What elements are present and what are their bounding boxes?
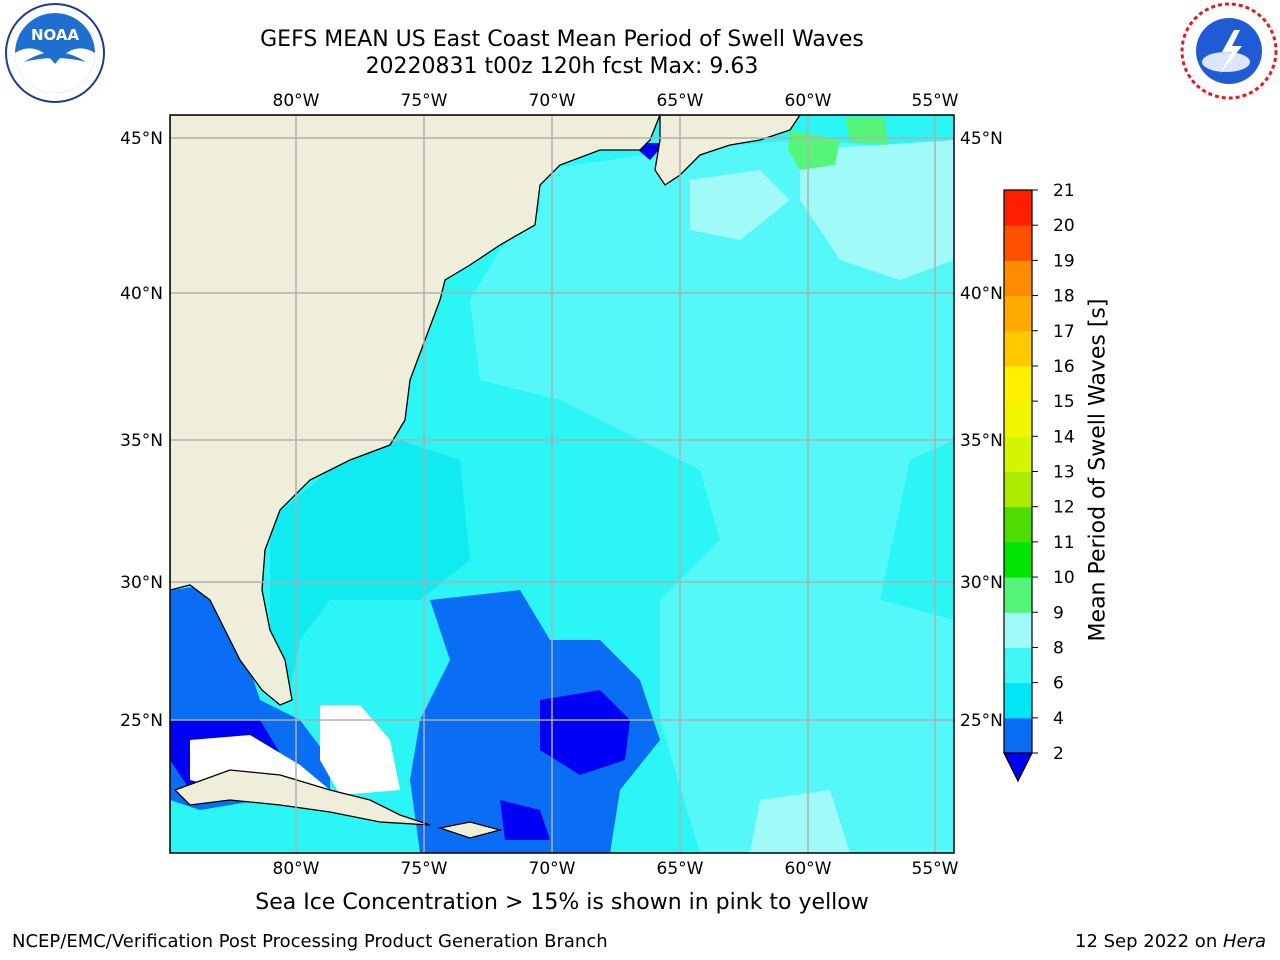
colorbar-tick-label: 13 [1053,463,1075,483]
lon-label-top: 55°W [912,91,959,111]
lon-labels-bottom: 80°W 75°W 70°W 65°W 60°W 55°W [273,859,959,879]
lat-labels-left: 45°N 40°N 35°N 30°N 25°N [120,129,163,731]
colorbar-tick-label: 8 [1053,638,1064,658]
colorbar-segment [1004,225,1032,261]
swell-region-9-10s-a [788,130,840,170]
national-weather-service-logo [1180,2,1278,100]
lon-label-bottom: 80°W [273,859,320,879]
colorbar-tick-label: 11 [1053,533,1075,553]
colorbar-tick-label: 21 [1053,181,1075,201]
noaa-logo-text: NOAA [31,26,80,44]
lon-label-bottom: 65°W [657,859,704,879]
swell-region-8-9s-north [800,140,954,280]
lon-label-bottom: 60°W [785,859,832,879]
lat-label-left: 35°N [120,431,163,451]
colorbar-segment [1004,295,1032,332]
footer-host: Hera [1222,931,1266,952]
lat-label-right: 40°N [960,284,1003,304]
lat-label-left: 30°N [120,573,163,593]
lat-labels-right: 45°N 40°N 35°N 30°N 25°N [960,129,1003,731]
swell-region-4-6s [270,440,470,690]
colorbar-tick-label: 10 [1053,568,1075,588]
colorbar-segment [1004,436,1032,472]
colorbar-tick-label: 20 [1053,216,1075,236]
lat-label-right: 25°N [960,711,1003,731]
colorbar-segment [1004,647,1032,684]
colorbar: 2 4 6 8 9 10 11 12 13 14 15 16 17 18 19 20 21 [1003,181,1075,783]
colorbar-tick-label: 6 [1053,674,1064,694]
lon-label-bottom: 55°W [912,859,959,879]
colorbar-segment [1004,612,1032,648]
colorbar-tick-label: 17 [1053,322,1075,342]
colorbar-tick-label: 4 [1053,709,1064,729]
lon-label-bottom: 70°W [529,859,576,879]
swell-region-under-2s-a [540,690,630,775]
colorbar-segment [1004,471,1032,508]
lon-label-top: 80°W [273,91,320,111]
colorbar-segment [1004,190,1032,226]
land-cuba [173,769,431,826]
colorbar-segment [1004,577,1032,613]
no-data-region-bahamas [320,705,400,795]
lat-label-left: 25°N [120,711,163,731]
colorbar-tick-label: 19 [1053,251,1075,271]
sea-ice-caption: Sea Ice Concentration > 15% is shown in … [255,890,869,915]
lon-label-top: 60°W [785,91,832,111]
swell-region-8-9s-patch [690,170,790,240]
footer-date: 12 Sep 2022 on Hera [1075,931,1266,952]
colorbar-segment [1004,260,1032,297]
colorbar-segment [1004,682,1032,719]
footer-date-text: 12 Sep 2022 on [1075,931,1223,952]
swell-region-6-8s [470,140,954,853]
lon-labels-top: 80°W 75°W 70°W 65°W 60°W 55°W [273,91,959,111]
colorbar-tick-label: 9 [1053,603,1064,623]
colorbar-segment [1004,365,1032,402]
swell-region-9-10s-b [845,117,888,145]
lon-label-top: 70°W [529,91,576,111]
lat-label-right: 30°N [960,573,1003,593]
colorbar-segment [1004,506,1032,543]
colorbar-tick-label: 15 [1053,392,1075,412]
lon-label-top: 75°W [401,91,448,111]
lat-label-right: 35°N [960,431,1003,451]
map-frame [169,114,955,854]
land-us-east-coast [170,115,661,706]
colorbar-tick-label: 14 [1053,427,1075,447]
lat-label-left: 40°N [120,284,163,304]
lat-label-right: 45°N [960,129,1003,149]
footer-credit: NCEP/EMC/Verification Post Processing Pr… [12,931,608,952]
colorbar-segment [1004,330,1032,367]
colorbar-tick-label: 18 [1053,287,1075,307]
map-plot-area [170,115,954,853]
colorbar-tick-label: 12 [1053,498,1075,518]
swell-region-2-4s-south [410,590,660,853]
chart-subtitle: 20220831 t00z 120h fcst Max: 9.63 [365,54,759,79]
colorbar-label: Mean Period of Swell Waves [s] [1085,298,1111,642]
colorbar-tick-label: 16 [1053,357,1075,377]
noaa-logo: NOAA [5,3,105,103]
colorbar-under-arrow [1003,752,1033,783]
chart-title: GEFS MEAN US East Coast Mean Period of S… [260,27,864,52]
map-gridlines [170,115,954,853]
colorbar-segment [1004,401,1032,437]
lon-label-top: 65°W [657,91,704,111]
swell-region-under-2s-c [500,800,550,840]
colorbar-segment [1004,717,1032,754]
land-hispaniola [437,821,503,839]
land-canada-maritimes [654,115,801,186]
colorbar-segment [1004,541,1032,578]
swell-region-8-9s-south [750,790,850,853]
lon-label-bottom: 75°W [401,859,448,879]
lat-label-left: 45°N [120,129,163,149]
colorbar-tick-label: 2 [1053,744,1064,764]
